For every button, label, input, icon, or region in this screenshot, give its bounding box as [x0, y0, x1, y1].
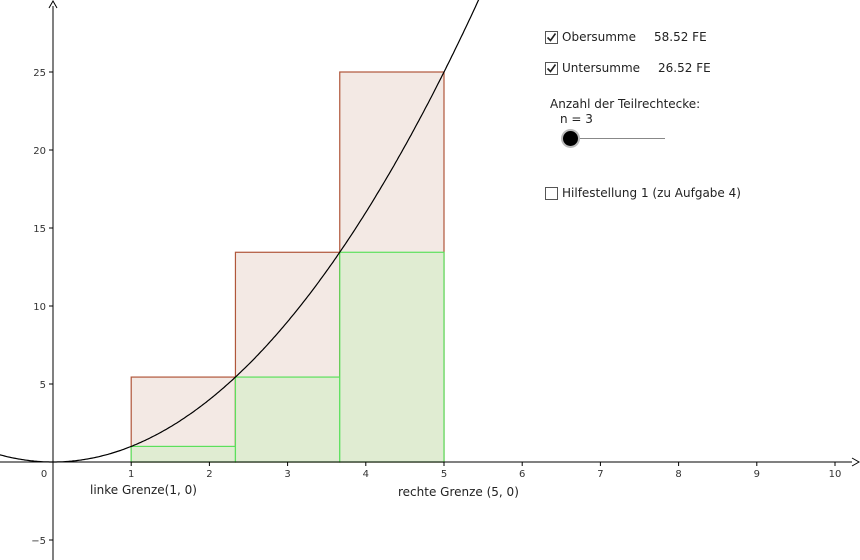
y-tick-label: 10	[33, 302, 46, 313]
x-tick-label: 1	[128, 469, 134, 480]
slider-title: Anzahl der Teilrechtecke:	[550, 97, 701, 111]
untersumme-label: Untersumme	[562, 61, 641, 75]
parabola-curve[interactable]	[0, 0, 491, 463]
obersumme-label: Obersumme	[562, 30, 636, 44]
y-tick-label: 20	[33, 146, 46, 157]
x-tick-label: 3	[284, 469, 290, 480]
n-slider-track[interactable]	[570, 138, 665, 139]
n-slider-handle[interactable]	[563, 131, 578, 146]
right-bound-label: rechte Grenze (5, 0)	[398, 485, 519, 499]
untersumme-row: Untersumme 26.52 FE	[545, 61, 711, 75]
x-tick-label: 4	[363, 469, 369, 480]
x-tick-label: 2	[206, 469, 212, 480]
hilfe-checkbox[interactable]	[545, 186, 558, 200]
slider-value-label: n = 3	[560, 112, 593, 126]
checkmark-icon	[546, 32, 557, 42]
left-bound-label: linke Grenze(1, 0)	[90, 483, 197, 497]
y-tick-label: −5	[31, 536, 46, 547]
x-tick-label: 5	[441, 469, 447, 480]
hilfe-label: Hilfestellung 1 (zu Aufgabe 4)	[562, 186, 741, 200]
obersumme-checkbox[interactable]	[545, 30, 558, 44]
x-tick-label: 10	[829, 469, 842, 480]
x-axis-arrow	[851, 457, 860, 467]
hilfe-row: Hilfestellung 1 (zu Aufgabe 4)	[545, 186, 741, 200]
lower-rect	[234, 376, 341, 463]
y-tick-label: 5	[40, 380, 46, 391]
x-tick-label: 8	[675, 469, 681, 480]
x-tick-label: 9	[754, 469, 760, 480]
y-tick-label: 15	[33, 224, 46, 235]
lower-rect	[130, 445, 237, 463]
y-tick-label: 25	[33, 68, 46, 79]
lower-rect	[339, 251, 445, 463]
x-tick-label: 7	[597, 469, 603, 480]
x-tick-label: 6	[519, 469, 525, 480]
untersumme-checkbox[interactable]	[545, 61, 558, 75]
x-tick-label: 0	[41, 469, 47, 480]
untersumme-value: 26.52 FE	[658, 61, 711, 75]
obersumme-value: 58.52 FE	[654, 30, 707, 44]
checkmark-icon	[546, 63, 557, 73]
y-axis-arrow	[48, 0, 58, 9]
obersumme-row: Obersumme 58.52 FE	[545, 30, 707, 44]
lower-sum-rectangles	[130, 251, 445, 463]
